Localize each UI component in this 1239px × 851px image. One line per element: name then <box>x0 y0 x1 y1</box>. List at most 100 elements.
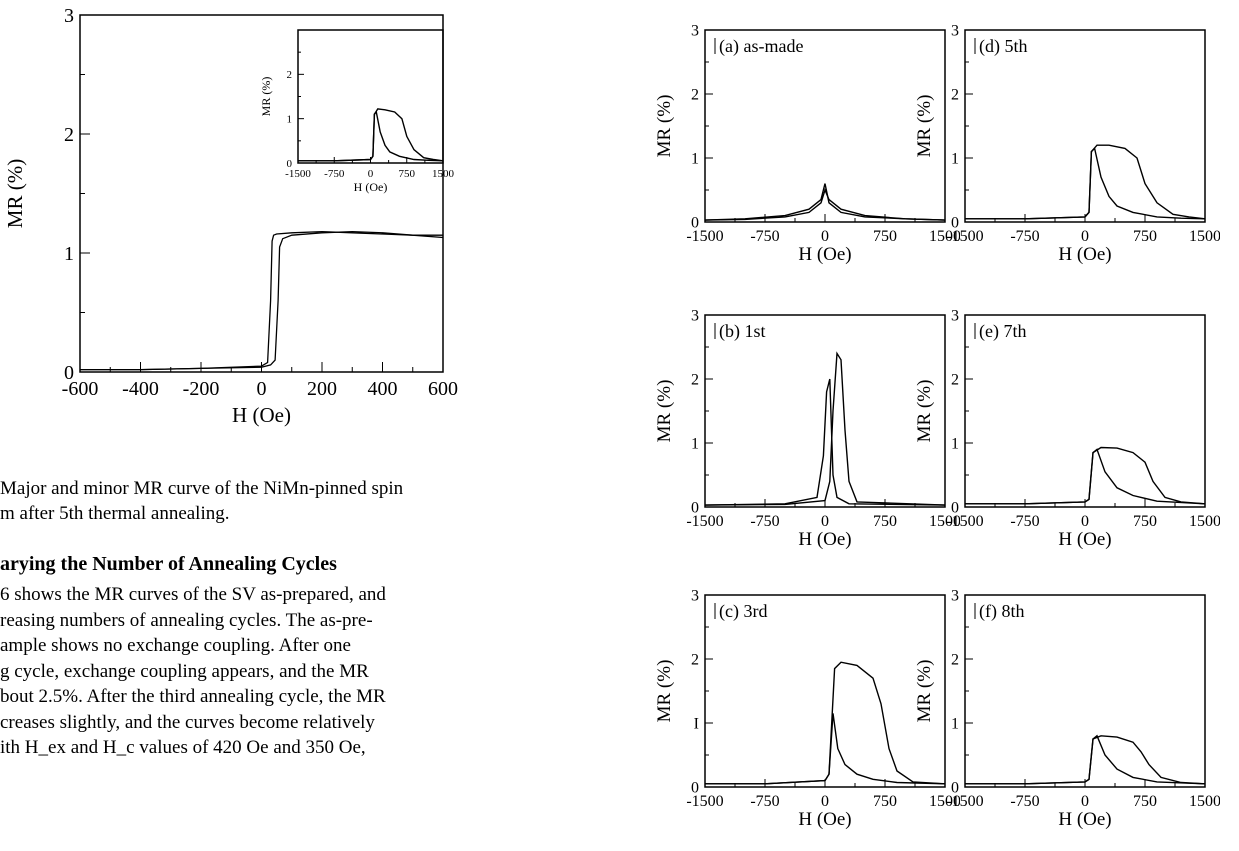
x-tick-label: 1500 <box>929 228 960 245</box>
x-tick-label: 400 <box>368 378 398 400</box>
y-tick-label: 2 <box>951 372 959 389</box>
body-line: bout 2.5%. After the third annealing cyc… <box>0 686 386 707</box>
y-axis-label: MR (%) <box>259 77 273 117</box>
x-tick-label: 1500 <box>929 793 960 810</box>
data-series-line <box>704 378 946 506</box>
caption-line: Major and minor MR curve of the NiMn-pin… <box>0 478 404 499</box>
y-tick-label: 0 <box>691 780 699 797</box>
x-tick-label: -750 <box>750 228 779 245</box>
y-tick-label: 3 <box>951 23 959 40</box>
body-line: ith H_ex and H_c values of 420 Oe and 35… <box>0 737 366 758</box>
x-axis-label: H (Oe) <box>1058 809 1111 830</box>
data-series-line <box>704 351 946 506</box>
body-line: 6 shows the MR curves of the SV as-prepa… <box>0 584 386 605</box>
x-tick-label: -1500 <box>285 168 311 180</box>
x-tick-label: 1500 <box>929 513 960 530</box>
y-tick-label: 0 <box>691 500 699 517</box>
x-tick-label: 750 <box>873 228 897 245</box>
y-tick-label: 0 <box>691 215 699 232</box>
y-tick-label: 3 <box>691 308 699 325</box>
x-axis-label: H (Oe) <box>1058 244 1111 265</box>
data-series-line <box>965 147 1206 220</box>
data-series-line <box>704 187 946 221</box>
x-tick-label: -1500 <box>686 228 723 245</box>
x-tick-label: -750 <box>1010 513 1039 530</box>
x-axis-label: H (Oe) <box>354 180 388 194</box>
x-tick-label: 1500 <box>1189 513 1220 530</box>
x-tick-label: -1500 <box>946 793 983 810</box>
x-axis-label: H (Oe) <box>1058 529 1111 550</box>
y-tick-label: 2 <box>691 652 699 669</box>
y-axis-label: MR (%) <box>654 95 675 158</box>
y-tick-label: 2 <box>691 87 699 104</box>
x-tick-label: -1500 <box>946 228 983 245</box>
x-tick-label: 0 <box>821 793 829 810</box>
y-tick-label: 2 <box>287 69 293 81</box>
x-tick-label: -1500 <box>946 513 983 530</box>
y-axis-label: MR (%) <box>914 660 935 723</box>
y-tick-label: 2 <box>951 652 959 669</box>
data-series-line <box>965 735 1206 785</box>
section-body: 6 shows the MR curves of the SV as-prepa… <box>0 582 560 761</box>
x-tick-label: 200 <box>307 378 337 400</box>
y-tick-label: 3 <box>64 5 74 27</box>
x-axis-label: H (Oe) <box>798 244 851 265</box>
x-tick-label: -750 <box>750 793 779 810</box>
x-tick-label: 750 <box>1133 228 1157 245</box>
data-series-line <box>965 448 1206 505</box>
data-series-line <box>80 230 443 371</box>
x-tick-label: 750 <box>399 168 416 180</box>
x-axis-label: H (Oe) <box>798 809 851 830</box>
panel-title: (c) 3rd <box>719 601 767 622</box>
y-tick-label: 3 <box>951 588 959 605</box>
x-tick-label: 750 <box>1133 513 1157 530</box>
x-tick-label: 1500 <box>1189 228 1220 245</box>
y-axis-label: MR (%) <box>914 380 935 443</box>
plot-frame <box>704 29 946 223</box>
data-series-line <box>80 230 444 371</box>
y-axis-label: MR (%) <box>654 660 675 723</box>
x-tick-label: 750 <box>873 513 897 530</box>
y-axis-label: MR (%) <box>3 159 27 228</box>
y-tick-label: 1 <box>691 436 699 453</box>
data-series-line <box>298 110 444 162</box>
plot-frame <box>964 594 1206 788</box>
x-tick-label: 0 <box>1081 228 1089 245</box>
y-tick-label: 3 <box>691 23 699 40</box>
x-axis-label: H (Oe) <box>798 529 851 550</box>
x-tick-label: -200 <box>183 378 220 400</box>
x-tick-label: 750 <box>873 793 897 810</box>
x-tick-label: 0 <box>1081 513 1089 530</box>
panel-title: (b) 1st <box>719 321 766 342</box>
x-tick-label: 0 <box>257 378 267 400</box>
plot-frame <box>297 29 444 164</box>
x-tick-label: -750 <box>324 168 345 180</box>
y-tick-label: 1 <box>951 716 959 733</box>
body-line: reasing numbers of annealing cycles. The… <box>0 609 373 631</box>
y-tick-label: 0 <box>951 780 959 797</box>
x-tick-label: 600 <box>428 378 458 400</box>
y-tick-label: 0 <box>287 158 293 170</box>
main-chart: -600 -400 -200 0 200 400 600 0 1 2 3 H (Oe) MR (%) -1… <box>3 5 458 427</box>
data-series-line <box>965 144 1206 220</box>
y-tick-label: 1 <box>951 436 959 453</box>
x-tick-label: 0 <box>821 513 829 530</box>
y-tick-label: 1 <box>951 151 959 168</box>
data-series-line <box>298 108 444 162</box>
data-series-line <box>965 446 1206 505</box>
x-tick-label: -400 <box>122 378 159 400</box>
y-tick-label: I <box>694 716 699 733</box>
x-tick-label: 1500 <box>432 168 455 180</box>
body-line: creases slightly, and the curves become … <box>0 711 375 733</box>
y-tick-label: 2 <box>691 372 699 389</box>
plot-frame <box>79 14 444 373</box>
data-series-line <box>704 183 946 221</box>
x-tick-label: 0 <box>368 168 374 180</box>
x-tick-label: -750 <box>1010 793 1039 810</box>
x-tick-label: -600 <box>62 378 99 400</box>
y-tick-label: 1 <box>287 114 293 126</box>
